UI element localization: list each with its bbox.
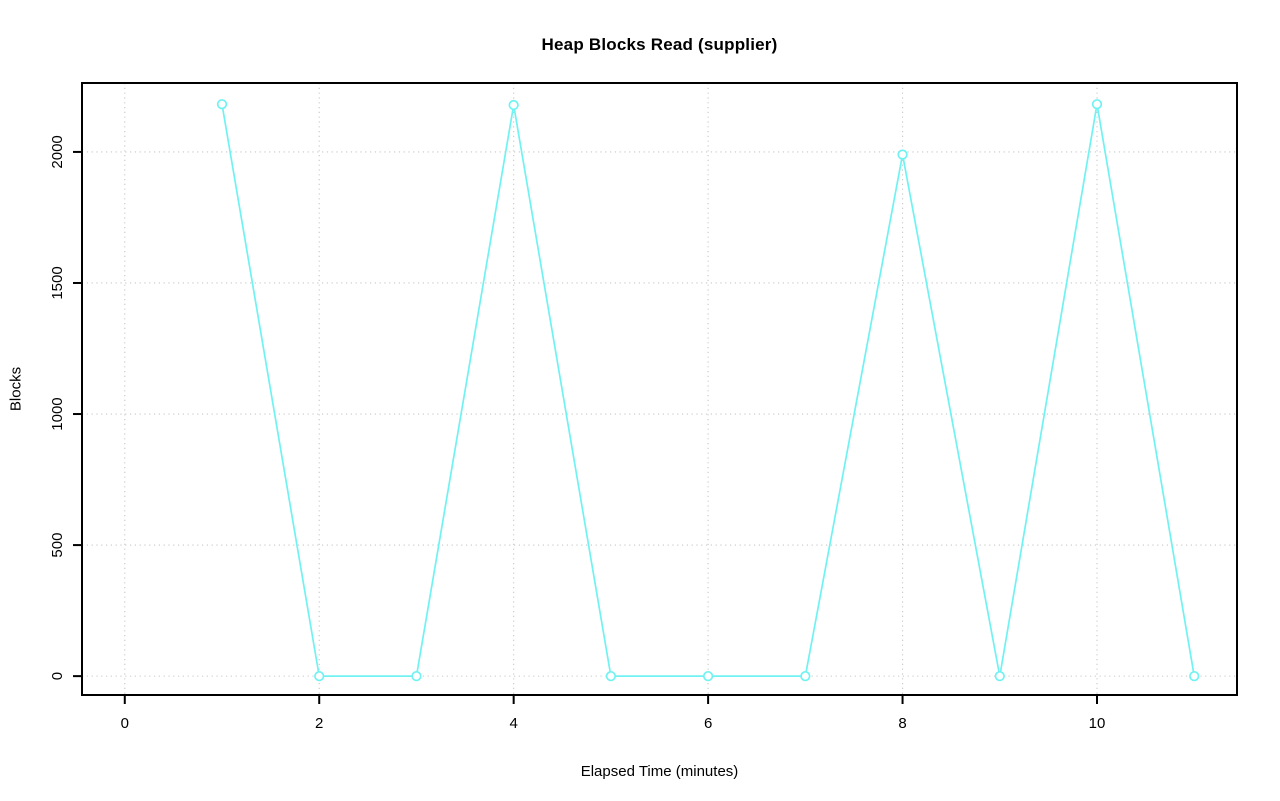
data-point-x9 bbox=[994, 670, 1005, 682]
data-point-x5 bbox=[605, 670, 617, 682]
data-point-x6 bbox=[702, 670, 714, 682]
data-point-x11 bbox=[1189, 670, 1200, 682]
data-point-x7 bbox=[800, 670, 811, 682]
y-tick-label-1000: 1000 bbox=[49, 397, 66, 430]
y-tick-label-2000: 2000 bbox=[49, 135, 66, 168]
data-point-x10 bbox=[1091, 99, 1103, 110]
x-tick-label-2: 2 bbox=[315, 715, 323, 732]
x-tick-label-6: 6 bbox=[704, 715, 712, 732]
y-tick-label-0: 0 bbox=[49, 672, 66, 680]
x-axis-title: Elapsed Time (minutes) bbox=[580, 763, 739, 780]
x-tick-label-0: 0 bbox=[121, 715, 129, 732]
data-point-x3 bbox=[411, 670, 422, 682]
x-tick-label-8: 8 bbox=[898, 715, 906, 732]
x-tick-label-4: 4 bbox=[509, 715, 517, 732]
data-point-x1 bbox=[216, 99, 228, 110]
data-point-x8 bbox=[897, 149, 908, 160]
chart-title: Heap Blocks Read (supplier) bbox=[541, 35, 778, 54]
plot-border bbox=[81, 82, 1238, 696]
y-tick-label-1500: 1500 bbox=[49, 266, 66, 299]
data-point-x2 bbox=[314, 670, 325, 682]
x-tick-label-10: 10 bbox=[1089, 715, 1106, 732]
series-line bbox=[221, 103, 1196, 677]
y-tick-label-500: 500 bbox=[49, 533, 66, 558]
data-point-x4 bbox=[508, 99, 519, 111]
